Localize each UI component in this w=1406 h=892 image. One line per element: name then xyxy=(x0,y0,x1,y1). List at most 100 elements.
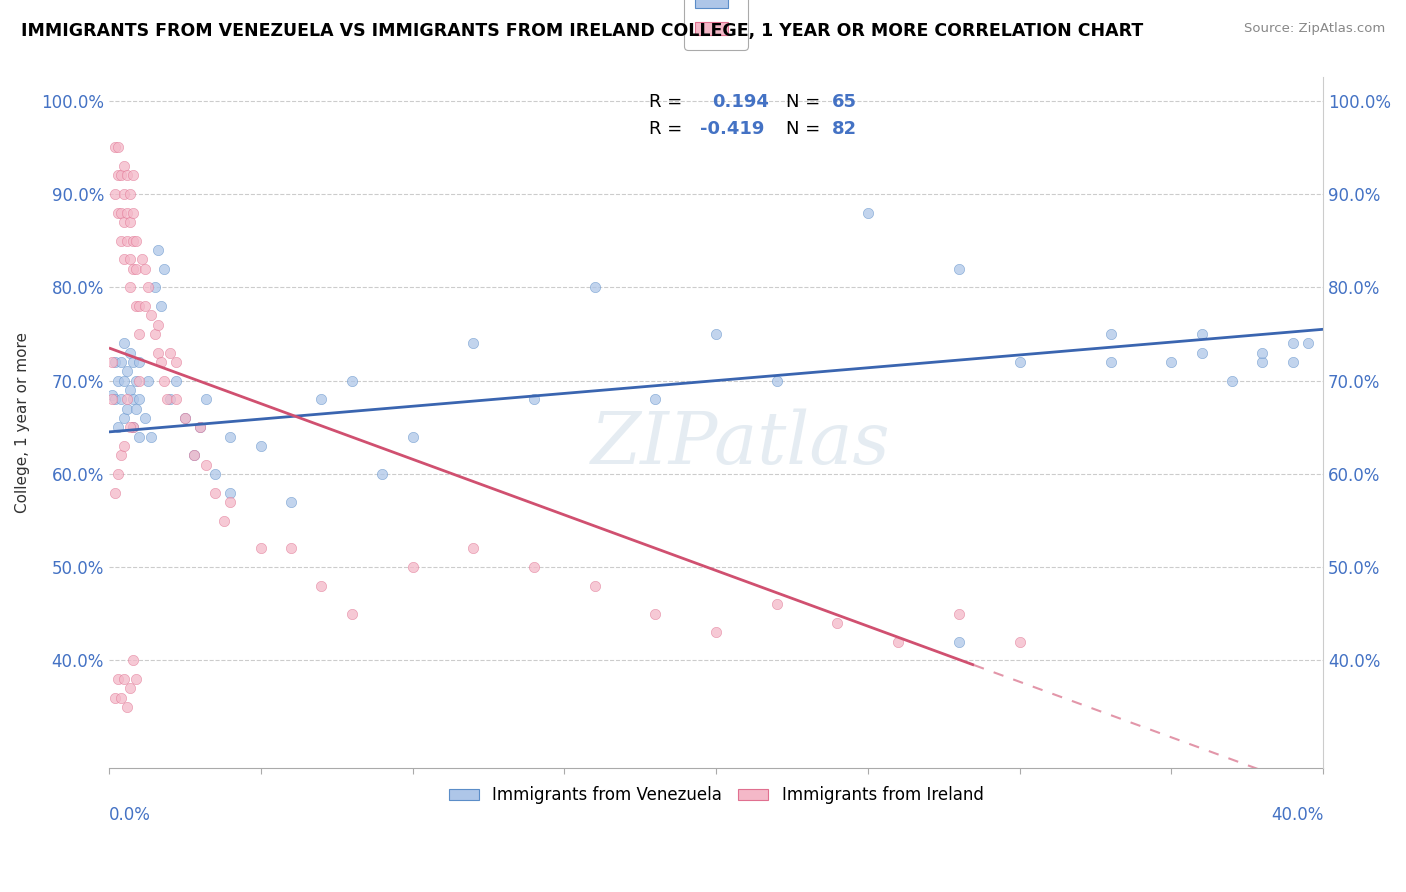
Point xyxy=(115,234,138,248)
Point xyxy=(156,392,179,407)
Text: R =: R = xyxy=(650,120,682,138)
Point xyxy=(704,326,727,341)
Point xyxy=(195,392,218,407)
Point xyxy=(1160,355,1182,369)
Point xyxy=(112,411,135,425)
Point xyxy=(463,336,485,351)
Point xyxy=(146,345,169,359)
Point xyxy=(219,429,242,443)
Point xyxy=(765,598,787,612)
Point xyxy=(107,374,129,388)
Point xyxy=(856,205,879,219)
Point xyxy=(122,205,145,219)
Legend: Immigrants from Venezuela, Immigrants from Ireland: Immigrants from Venezuela, Immigrants fr… xyxy=(441,780,990,811)
Point xyxy=(110,234,132,248)
Point xyxy=(644,392,666,407)
Point xyxy=(125,261,148,276)
Point xyxy=(146,243,169,257)
Point xyxy=(122,392,145,407)
Point xyxy=(128,392,150,407)
Point xyxy=(219,495,242,509)
Point xyxy=(280,495,302,509)
Point xyxy=(583,280,606,294)
Point xyxy=(311,392,333,407)
Point xyxy=(204,485,226,500)
Point xyxy=(152,261,174,276)
Point xyxy=(110,355,132,369)
Point xyxy=(107,205,129,219)
Point xyxy=(112,215,135,229)
Point xyxy=(149,299,172,313)
Point xyxy=(644,607,666,621)
Point xyxy=(143,280,166,294)
Text: N =: N = xyxy=(786,120,821,138)
Point xyxy=(120,252,142,267)
Point xyxy=(1251,345,1274,359)
Text: IMMIGRANTS FROM VENEZUELA VS IMMIGRANTS FROM IRELAND COLLEGE, 1 YEAR OR MORE COR: IMMIGRANTS FROM VENEZUELA VS IMMIGRANTS … xyxy=(21,22,1143,40)
Point xyxy=(371,467,394,481)
Point xyxy=(120,345,142,359)
Point xyxy=(765,374,787,388)
Point xyxy=(115,700,138,714)
Point xyxy=(110,392,132,407)
Point xyxy=(120,187,142,202)
Point xyxy=(101,387,124,401)
Y-axis label: College, 1 year or more: College, 1 year or more xyxy=(15,332,30,513)
Text: 40.0%: 40.0% xyxy=(1271,805,1323,823)
Text: 0.194: 0.194 xyxy=(713,93,769,111)
Text: ZIPatlas: ZIPatlas xyxy=(591,408,890,478)
Point xyxy=(827,616,849,631)
Point xyxy=(131,252,153,267)
Text: -0.419: -0.419 xyxy=(700,120,765,138)
Point xyxy=(183,448,205,462)
Point xyxy=(115,401,138,416)
Point xyxy=(128,374,150,388)
Point xyxy=(107,420,129,434)
Point xyxy=(122,261,145,276)
Text: N =: N = xyxy=(786,93,821,111)
Point xyxy=(138,374,160,388)
Point xyxy=(1008,355,1031,369)
Point xyxy=(112,159,135,173)
Point xyxy=(463,541,485,556)
Point xyxy=(159,345,181,359)
Point xyxy=(214,514,236,528)
Point xyxy=(249,439,271,453)
Point xyxy=(159,392,181,407)
Point xyxy=(1220,374,1243,388)
Point xyxy=(134,411,156,425)
Point xyxy=(115,392,138,407)
Point xyxy=(134,261,156,276)
Text: 82: 82 xyxy=(831,120,856,138)
Point xyxy=(104,485,127,500)
Point xyxy=(165,355,187,369)
Point xyxy=(1281,355,1303,369)
Point xyxy=(188,420,211,434)
Point xyxy=(165,374,187,388)
Point xyxy=(112,439,135,453)
Point xyxy=(104,392,127,407)
Point xyxy=(204,467,226,481)
Point xyxy=(704,625,727,640)
Point xyxy=(219,485,242,500)
Point xyxy=(125,374,148,388)
Point xyxy=(122,234,145,248)
Point xyxy=(125,401,148,416)
Point xyxy=(125,672,148,686)
Point xyxy=(1191,326,1213,341)
Point xyxy=(112,672,135,686)
Point xyxy=(112,187,135,202)
Point xyxy=(107,140,129,154)
Point xyxy=(1281,336,1303,351)
Point xyxy=(107,169,129,183)
Point xyxy=(311,579,333,593)
Point xyxy=(128,326,150,341)
Point xyxy=(101,355,124,369)
Point xyxy=(110,690,132,705)
Point xyxy=(112,374,135,388)
Point xyxy=(115,169,138,183)
Point xyxy=(134,299,156,313)
Point xyxy=(340,374,363,388)
Point xyxy=(195,458,218,472)
Point xyxy=(104,140,127,154)
